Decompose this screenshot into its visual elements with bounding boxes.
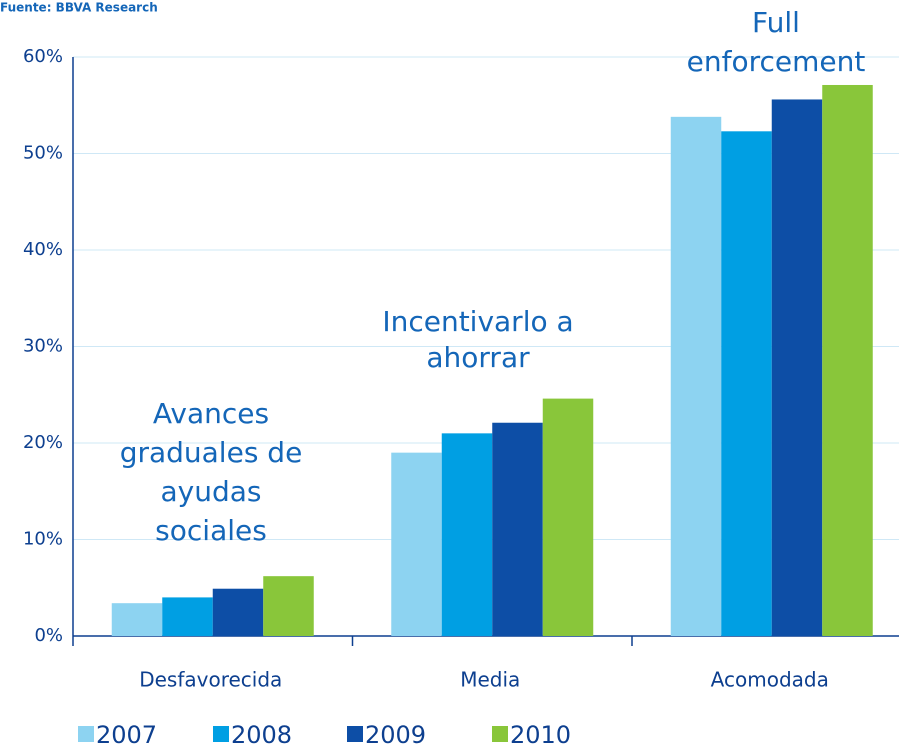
annotation: Full bbox=[752, 6, 800, 39]
bar bbox=[162, 597, 213, 636]
source: Fuente: BBVA Research bbox=[0, 1, 158, 15]
bar bbox=[441, 433, 493, 636]
y-tick-label: 0% bbox=[34, 625, 63, 646]
bar bbox=[111, 603, 163, 636]
legend-swatch bbox=[78, 726, 94, 742]
bar bbox=[391, 452, 442, 636]
bar bbox=[492, 422, 543, 636]
y-tick-label: 30% bbox=[23, 336, 63, 357]
legend-label: 2007 bbox=[96, 721, 157, 746]
y-tick-label: 60% bbox=[23, 46, 63, 67]
legend-swatch bbox=[492, 726, 508, 742]
bar bbox=[263, 576, 314, 636]
annotation: Avances bbox=[153, 397, 269, 430]
bar bbox=[212, 588, 264, 636]
legend-swatch bbox=[213, 726, 229, 742]
bar bbox=[542, 398, 594, 636]
annotation: sociales bbox=[155, 514, 267, 547]
annotation: ahorrar bbox=[426, 341, 530, 374]
bar bbox=[822, 84, 873, 637]
annotation: ayudas bbox=[161, 475, 262, 508]
bar bbox=[670, 116, 722, 636]
bar bbox=[721, 131, 772, 636]
x-tick-label: Media bbox=[460, 668, 520, 692]
annotation: enforcement bbox=[687, 45, 866, 78]
y-tick-label: 50% bbox=[23, 143, 63, 164]
legend-label: 2009 bbox=[365, 721, 426, 746]
x-tick-label: Acomodada bbox=[711, 668, 829, 692]
y-tick-label: 20% bbox=[23, 432, 63, 453]
legend-swatch bbox=[347, 726, 363, 742]
annotation: Incentivarlo a bbox=[382, 305, 573, 338]
bar bbox=[771, 99, 823, 636]
legend-label: 2010 bbox=[510, 721, 571, 746]
x-tick-label: Desfavorecida bbox=[139, 668, 282, 692]
annotation: graduales de bbox=[120, 436, 303, 469]
legend-label: 2008 bbox=[231, 721, 292, 746]
y-tick-label: 10% bbox=[23, 529, 63, 550]
y-tick-label: 40% bbox=[23, 239, 63, 260]
